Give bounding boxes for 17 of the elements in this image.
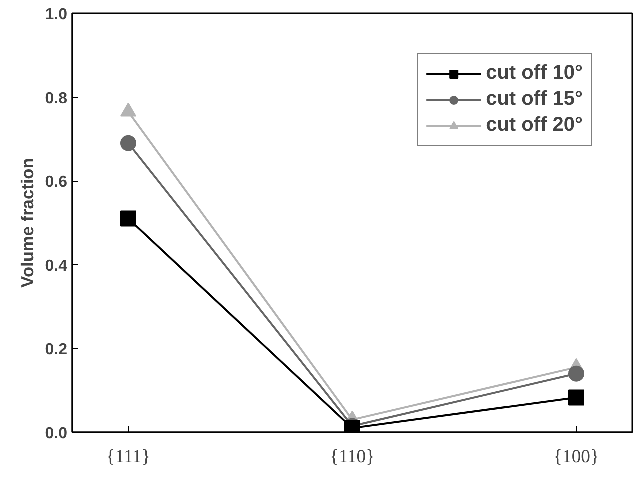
y-axis-title: Volume fraction [17, 158, 38, 288]
y-tick-label: 1.0 [45, 6, 68, 24]
x-tick-label: {100} [554, 446, 600, 468]
y-tick-label: 0.0 [45, 426, 68, 442]
legend-label: cut off 20° [486, 114, 583, 137]
point [568, 366, 584, 382]
point [120, 135, 136, 152]
x-tick-label: {111} [106, 446, 151, 468]
y-tick-label: 0.2 [45, 342, 68, 359]
y-tick-label: 0.6 [45, 174, 68, 192]
y-tick-label: 0.4 [45, 258, 68, 275]
legend-label: cut off 10° [486, 62, 583, 85]
y-tick-label: 0.8 [45, 90, 68, 108]
x-tick-label: {110} [330, 446, 376, 468]
legend-label: cut off 15° [486, 88, 583, 111]
point [120, 210, 136, 227]
point [568, 390, 584, 406]
